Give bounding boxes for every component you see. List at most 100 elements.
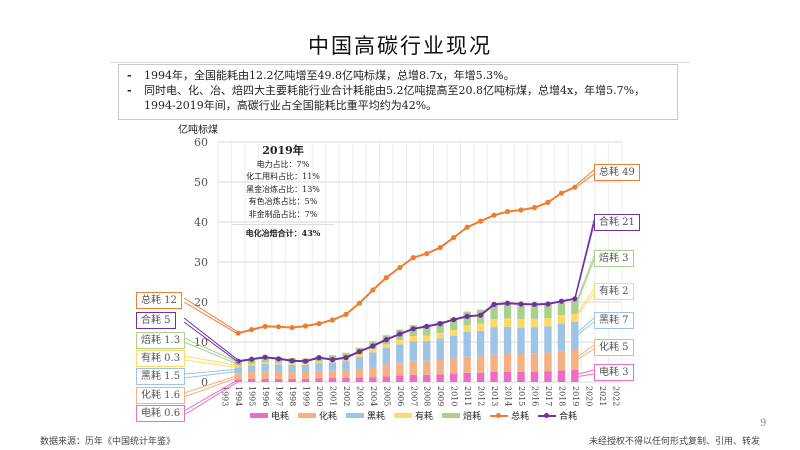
bar-segment-黑耗 (328, 362, 337, 371)
bar-segment-有耗 (423, 335, 431, 341)
bar-segment-焙耗 (530, 305, 539, 319)
y-tick-label: 50 (194, 176, 208, 189)
bar-segment-化耗 (544, 352, 552, 372)
bar-segment-电耗 (288, 378, 296, 382)
leader-line (574, 321, 595, 338)
x-tick-label: 2012 (477, 386, 486, 406)
callout-总耗: 总耗 12 (136, 292, 182, 309)
bar-segment-化耗 (517, 354, 525, 372)
data-point-总耗 (451, 235, 457, 241)
leader-line (574, 219, 595, 298)
bar-segment-电耗 (382, 376, 391, 382)
y-axis-title: 亿吨标煤 (178, 125, 218, 136)
data-point-合耗 (370, 343, 376, 349)
bar-segment-化耗 (288, 372, 296, 379)
bar-segment-电耗 (342, 378, 350, 382)
bar-segment-有耗 (571, 314, 579, 322)
x-tick-label: 2004 (369, 386, 378, 406)
data-point-总耗 (397, 265, 403, 271)
data-point-总耗 (343, 311, 349, 317)
bar-segment-黑耗 (544, 326, 552, 353)
data-point-合耗 (276, 356, 282, 362)
bar-segment-电耗 (247, 378, 256, 382)
legend-item: 化耗 (298, 409, 337, 422)
x-tick-label: 1996 (261, 386, 270, 406)
x-tick-label: 1994 (234, 386, 243, 406)
data-point-合耗 (437, 321, 443, 327)
bar-segment-黑耗 (369, 352, 377, 367)
bar-segment-黑耗 (261, 364, 269, 372)
bar-segment-电耗 (463, 372, 471, 382)
bar-segment-黑耗 (301, 364, 310, 372)
bar-segment-有耗 (315, 361, 323, 364)
bar-segment-电耗 (503, 372, 512, 382)
x-tick-label: 2015 (517, 386, 526, 406)
bar-segment-焙耗 (449, 318, 458, 330)
bar-segment-化耗 (476, 356, 485, 373)
x-tick-label: 2010 (450, 386, 459, 406)
data-point-总耗 (572, 184, 578, 190)
bar-segment-电耗 (571, 370, 579, 382)
data-point-合耗 (289, 358, 295, 364)
callout-合耗: 合耗 21 (594, 214, 640, 231)
callout-有耗: 有耗 2 (594, 283, 634, 300)
leader-line (183, 337, 239, 363)
legend-item: 有耗 (394, 409, 433, 422)
y-tick-label: 20 (194, 296, 208, 309)
bullet: - (127, 69, 132, 82)
bar-segment-化耗 (234, 373, 242, 380)
bar-segment-黑耗 (571, 322, 579, 350)
data-point-合耗 (235, 358, 241, 364)
x-tick-label: 2005 (382, 386, 391, 406)
leader-line (183, 370, 239, 379)
bar-segment-电耗 (328, 378, 337, 382)
bar-segment-电耗 (530, 371, 539, 382)
x-tick-label: 2007 (409, 386, 418, 406)
bar-segment-黑耗 (409, 341, 417, 361)
callout-电耗: 电耗 3 (594, 364, 634, 381)
x-tick-label: 2022 (611, 386, 620, 406)
info-item: 黑金冶炼占比：13% (246, 184, 320, 194)
bar-segment-电耗 (517, 372, 525, 382)
legend-item: 焙耗 (442, 409, 481, 422)
bar-segment-黑耗 (517, 327, 525, 354)
info-box-2019: 2019年 电力占比：7% 化工用料占比：11% 黑金冶炼占比：13% 有色冶炼… (232, 144, 334, 240)
bar-segment-化耗 (449, 358, 458, 374)
bar-segment-黑耗 (530, 327, 539, 354)
data-point-合耗 (478, 312, 484, 318)
data-point-合耗 (410, 326, 416, 332)
callout-有耗: 有耗 0.3 (136, 350, 186, 367)
data-point-总耗 (478, 218, 484, 224)
data-point-合耗 (424, 323, 430, 329)
bar-segment-化耗 (503, 354, 512, 372)
leader-line (574, 259, 595, 309)
info-year: 2019年 (262, 144, 304, 157)
callout-黑耗: 黑耗 1.5 (136, 368, 186, 385)
callout-焙耗: 焙耗 1.3 (136, 332, 186, 349)
x-tick-label: 2016 (530, 386, 539, 406)
data-source: 数据来源：历年《中国统计年鉴》 (40, 437, 176, 447)
leader-line (574, 173, 595, 189)
bar-segment-黑耗 (503, 326, 512, 354)
x-tick-label: 1998 (288, 386, 297, 406)
bar-segment-黑耗 (423, 340, 431, 361)
data-point-合耗 (329, 357, 336, 363)
x-tick-label: 1995 (248, 386, 257, 406)
bar-segment-有耗 (234, 366, 242, 368)
bar-segment-化耗 (396, 362, 404, 376)
data-point-总耗 (276, 324, 282, 330)
bar-segment-焙耗 (503, 303, 512, 319)
leader-line (183, 341, 239, 365)
bar-segment-电耗 (423, 374, 431, 382)
legend-swatch (298, 413, 317, 418)
x-tick-label: 2021 (598, 386, 607, 406)
data-point-总耗 (504, 209, 511, 215)
bar-segment-焙耗 (557, 301, 566, 316)
bar-segment-化耗 (409, 360, 417, 375)
callout-电耗: 电耗 0.6 (136, 405, 186, 422)
info-item: 电力占比：7% (256, 159, 310, 169)
leader-line (574, 288, 595, 318)
bar-segment-黑耗 (436, 338, 444, 360)
x-tick-label: 2006 (396, 386, 405, 406)
